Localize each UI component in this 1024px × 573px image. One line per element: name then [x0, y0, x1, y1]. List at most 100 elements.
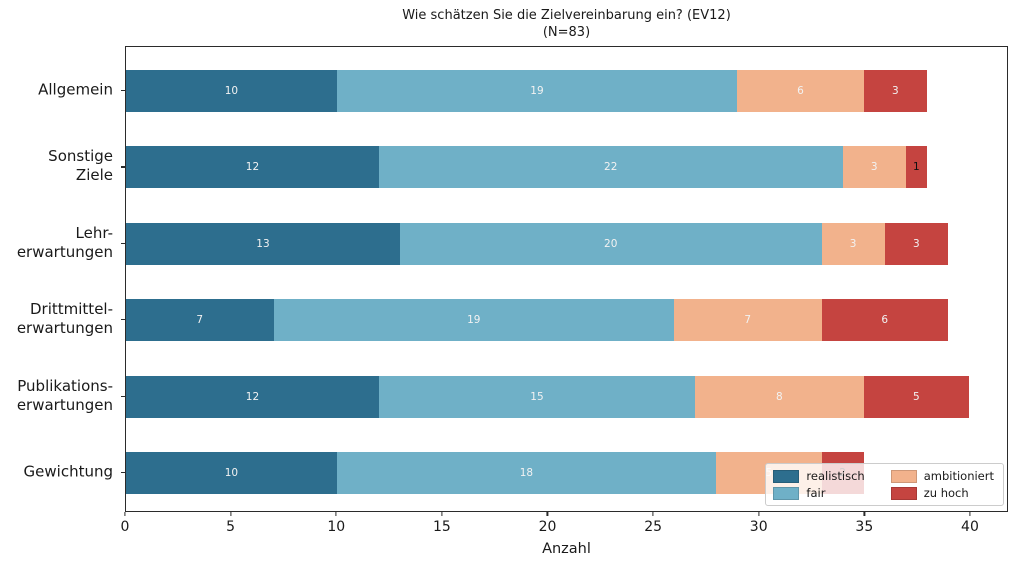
category-label-line: Gewichtung [23, 462, 113, 481]
x-tick-mark [546, 512, 549, 516]
bar-row: 12 22 3 1 [126, 146, 1007, 189]
x-tick-label: 40 [961, 519, 979, 535]
category-label-line: Sonstige [48, 147, 113, 166]
bar-segment-zu-hoch: 1 [905, 146, 927, 189]
legend-entry: fair [773, 486, 864, 500]
bar-segment-fair: 18 [336, 452, 717, 494]
bar-row: 12 15 8 5 [126, 375, 1007, 418]
bar-row: 7 19 7 6 [126, 299, 1007, 342]
bar-value-label: 13 [256, 237, 270, 250]
bar-value-label: 20 [604, 237, 618, 250]
category-label: Sonstige Ziele [0, 147, 113, 185]
bar-segment-ambitioniert: 3 [842, 146, 906, 189]
y-tick-mark [121, 395, 125, 397]
chart-title: Wie schätzen Sie die Zielvereinbarung ei… [402, 8, 731, 23]
legend-swatch-icon [773, 486, 800, 500]
y-tick-mark [121, 90, 125, 92]
x-tick-mark [969, 512, 971, 516]
category-label-line: erwartungen [16, 242, 113, 261]
plot-area: 10196312223113203371976121585101852 real… [125, 46, 1008, 512]
bar-segment-realistisch: 10 [126, 452, 337, 494]
x-tick-mark [441, 512, 443, 516]
legend-entry: realistisch [773, 469, 865, 483]
bar-value-label: 6 [881, 314, 889, 327]
bar-value-label: 3 [849, 237, 857, 250]
x-tick-label: 25 [644, 519, 663, 535]
legend-entry: ambitioniert [890, 469, 994, 483]
bar-segment-realistisch: 13 [126, 222, 400, 265]
category-label-line: erwartungen [16, 319, 113, 338]
legend-swatch-icon [890, 469, 917, 483]
legend-label: ambitioniert [923, 469, 994, 483]
bar-row: 101852 [126, 452, 1007, 494]
bar-value-label: 3 [891, 85, 899, 97]
bar-segment-ambitioniert: 6 [737, 70, 864, 112]
bar-segment-realistisch: 12 [126, 146, 379, 189]
bar-value-label: 19 [530, 85, 544, 97]
category-label-line: Publikations- [17, 376, 113, 395]
y-tick-mark [121, 166, 125, 168]
legend-entry: zu hoch [890, 486, 994, 500]
x-tick-label: 0 [120, 519, 130, 535]
bar-value-label: 18 [519, 467, 534, 479]
x-tick-mark [124, 512, 126, 516]
legend-swatch-icon [890, 486, 917, 500]
bar-row: 13 20 3 3 [126, 222, 1007, 265]
x-tick-label: 5 [226, 519, 236, 535]
y-axis-labels: Allgemein Sonstige Ziele Lehr-erwartungen Dr… [0, 46, 113, 512]
category-label-line: Lehr- [75, 223, 113, 242]
bar-value-label: 7 [744, 314, 752, 327]
legend-swatch-icon [773, 469, 800, 483]
category-label: Drittmittel-erwartungen [0, 300, 113, 338]
x-tick-label: 30 [749, 519, 768, 535]
legend-label: realistisch [806, 469, 865, 483]
category-label: Allgemein [0, 81, 113, 100]
bar-segment-realistisch: 7 [126, 299, 274, 342]
category-label-line: erwartungen [16, 395, 113, 414]
x-axis-ticks: 0 5 10 15 20 25 30 35 40 [121, 512, 1008, 538]
y-tick-mark [121, 242, 125, 244]
bar-value-label: 3 [870, 161, 878, 174]
bar-segment-ambitioniert: 7 [673, 299, 822, 342]
bar-value-label: 7 [196, 314, 204, 327]
bar-value-label: 19 [467, 314, 481, 327]
bar-segment-zu-hoch: 3 [884, 222, 948, 265]
bar-segment-fair: 20 [399, 222, 822, 265]
x-tick-mark [335, 512, 337, 516]
bar-value-label: 10 [224, 85, 239, 97]
x-tick-mark [758, 512, 760, 516]
bar-segment-zu-hoch: 6 [821, 299, 948, 342]
bar-segment-zu-hoch: 5 [863, 375, 970, 418]
bar-segment-ambitioniert: 3 [821, 222, 885, 265]
bar-value-label: 6 [797, 85, 804, 97]
y-tick-mark [121, 472, 125, 474]
bar-row: 10 19 6 3 [126, 70, 1007, 112]
x-tick-label: 10 [327, 519, 346, 535]
bar-segment-fair: 22 [378, 146, 843, 189]
bar-segment-ambitioniert: 8 [695, 375, 864, 418]
category-label-line: Allgemein [38, 80, 113, 99]
bar-value-label: 1 [913, 161, 920, 174]
category-label-line: Drittmittel- [30, 300, 113, 319]
x-tick-mark [652, 512, 654, 516]
bar-value-label: 12 [245, 161, 260, 174]
category-label: Publikations-erwartungen [0, 377, 113, 415]
category-label: Lehr-erwartungen [0, 224, 113, 262]
legend-label: zu hoch [923, 486, 969, 500]
category-label: Gewichtung [0, 463, 113, 482]
category-label-line: Ziele [75, 166, 113, 185]
x-axis-label: Anzahl [542, 541, 591, 557]
bar-segment-fair: 19 [336, 70, 738, 112]
bar-value-label: 12 [245, 390, 260, 403]
bar-segment-realistisch: 12 [126, 375, 379, 418]
bar-segment-fair: 19 [273, 299, 674, 342]
chart-title-block: Wie schätzen Sie die Zielvereinbarung ei… [125, 7, 1008, 41]
x-tick-label: 35 [855, 519, 874, 535]
bar-value-label: 5 [913, 390, 920, 403]
bar-segment-realistisch: 10 [126, 70, 337, 112]
x-tick-mark [863, 512, 865, 516]
bar-value-label: 8 [776, 390, 783, 403]
x-tick-mark [230, 512, 232, 516]
chart-subtitle: (N=83) [542, 25, 591, 40]
